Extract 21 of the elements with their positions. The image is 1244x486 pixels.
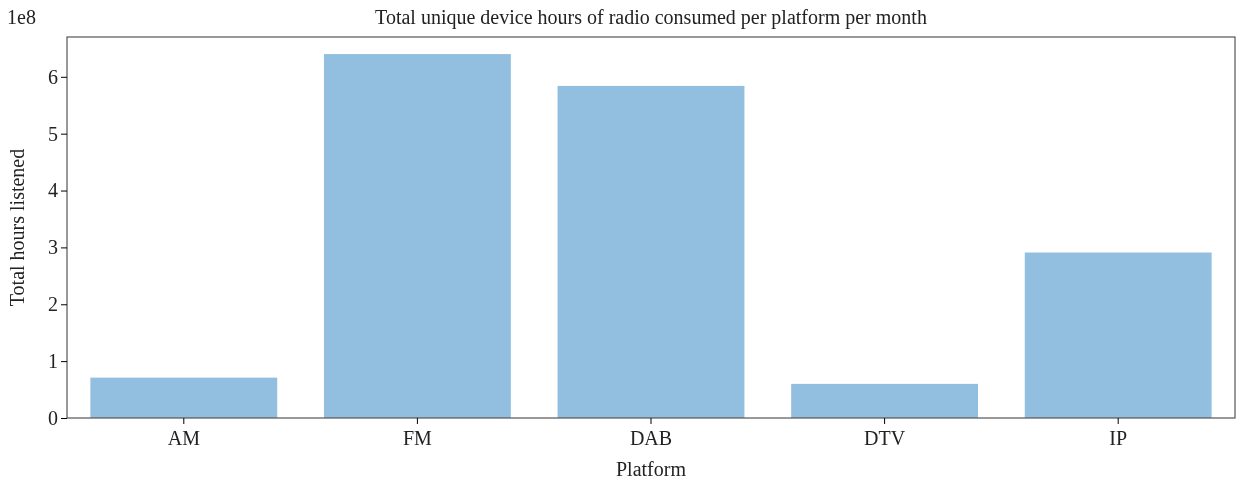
x-tick-label: AM <box>167 427 201 449</box>
bar <box>791 383 979 418</box>
x-tick-label: DAB <box>629 427 673 449</box>
y-tick-label: 0 <box>48 406 58 429</box>
x-tick-label: FM <box>402 427 433 449</box>
y-tick-label: 4 <box>48 179 58 202</box>
y-tick-label: 2 <box>48 293 58 316</box>
bar <box>90 377 278 418</box>
bar <box>1024 252 1212 418</box>
y-tick-label: 5 <box>48 122 58 145</box>
y-axis-title: Total hours listened <box>6 148 28 307</box>
x-tick-label: IP <box>1109 427 1128 449</box>
bar <box>557 85 745 418</box>
text: 1e8 <box>7 6 36 28</box>
y-tick-label: 1 <box>48 350 58 373</box>
bar <box>323 54 511 418</box>
x-tick-label: DTV <box>864 427 906 449</box>
chart-title: Total unique device hours of radio consumed per platform per month <box>375 6 927 29</box>
y-tick-label: 3 <box>48 236 58 259</box>
x-axis-title: Platform <box>616 458 687 480</box>
y-tick-label: 6 <box>48 65 58 88</box>
